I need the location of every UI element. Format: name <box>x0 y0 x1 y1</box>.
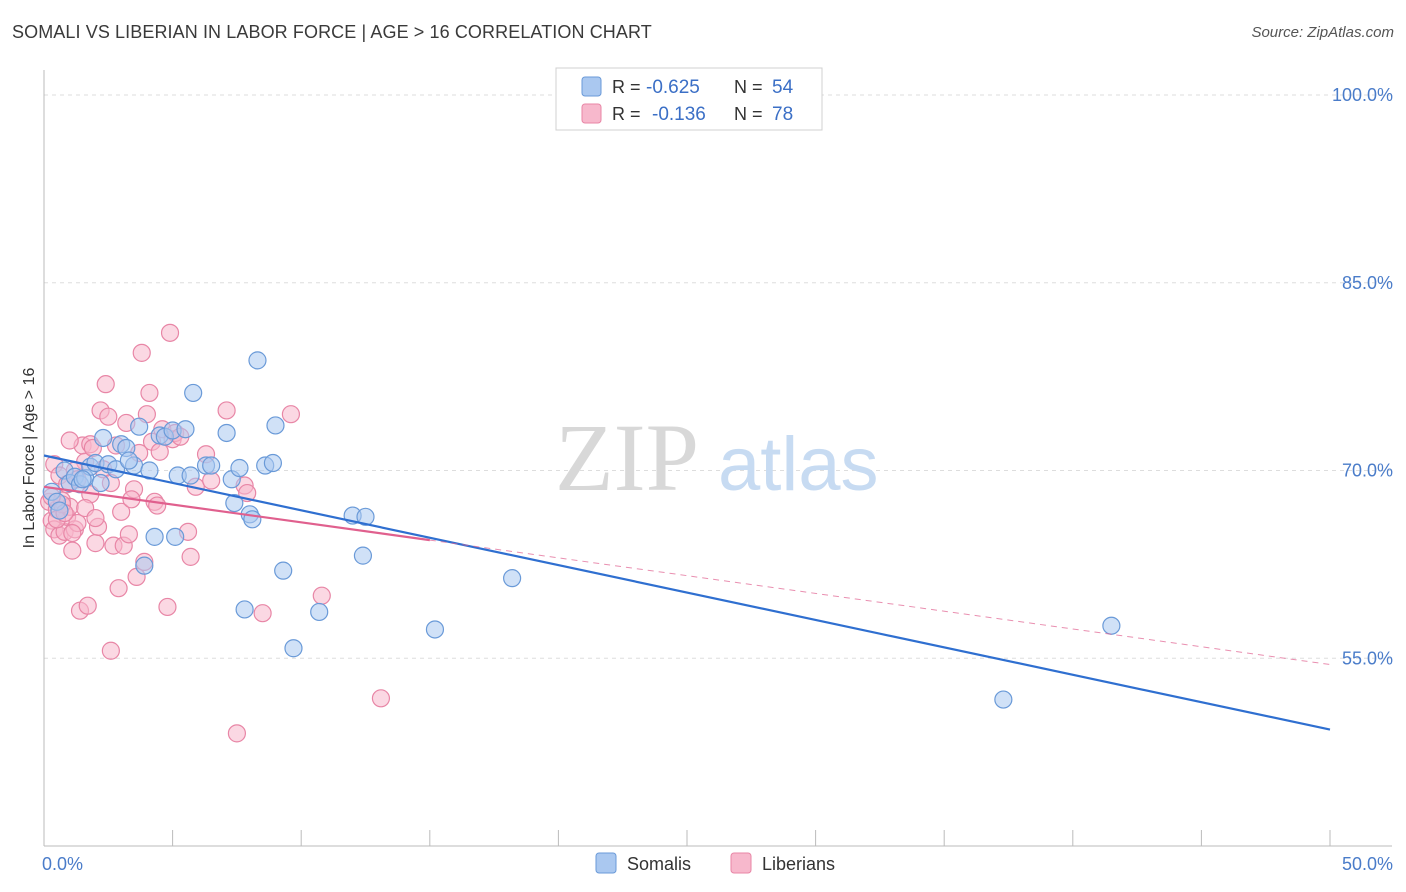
somali-point <box>284 639 303 658</box>
series-legend-swatch-liberians <box>730 852 752 874</box>
liberian-point <box>60 431 79 450</box>
liberian-point <box>158 597 177 617</box>
liberian-point <box>63 523 82 543</box>
legend-n-value-somalis: 54 <box>772 77 794 98</box>
y-tick-label: 100.0% <box>1332 85 1393 105</box>
liberian-trendline-extension <box>429 539 1331 666</box>
watermark: ZIP atlas <box>555 404 879 511</box>
somali-point <box>1102 616 1121 635</box>
liberian-point <box>78 596 97 615</box>
y-tick-label: 70.0% <box>1342 461 1393 481</box>
liberian-trendline <box>43 485 430 542</box>
stats-legend: R = -0.625 N = 54 R = -0.136 N = 78 <box>555 67 823 131</box>
legend-r-value-somalis: -0.625 <box>646 77 700 98</box>
liberian-point <box>253 604 272 623</box>
somali-point <box>73 470 92 489</box>
somali-point <box>243 510 262 529</box>
somali-point <box>230 458 249 478</box>
somali-point <box>356 507 375 526</box>
x-tick-label-max: 50.0% <box>1342 854 1393 874</box>
liberian-point <box>101 641 120 660</box>
legend-r-label-somalis: R = <box>612 77 641 97</box>
somali-point <box>274 561 293 580</box>
x-tick-label-min: 0.0% <box>42 854 83 874</box>
watermark-atlas: atlas <box>718 422 879 507</box>
somali-point <box>91 473 110 493</box>
somali-point <box>181 466 200 485</box>
liberian-point <box>371 689 391 708</box>
axes <box>43 70 1392 847</box>
somali-point <box>248 351 267 370</box>
series-legend-somalis: Somalis <box>627 854 691 874</box>
somali-point <box>119 451 138 470</box>
somali-point <box>310 602 329 622</box>
somali-point <box>217 423 236 443</box>
liberian-point <box>312 586 331 605</box>
somali-point <box>994 690 1013 709</box>
legend-n-label-liberians: N = <box>734 104 763 124</box>
somali-point <box>263 453 283 473</box>
watermark-zip: ZIP <box>555 404 699 511</box>
series-legend-swatch-somalis <box>595 852 617 874</box>
x-tick-labels: 0.0% 50.0% <box>42 854 1393 874</box>
somali-point <box>166 527 185 546</box>
somali-point <box>176 420 195 439</box>
legend-r-label-liberians: R = <box>612 104 641 124</box>
liberian-point <box>86 534 105 553</box>
somali-point <box>50 501 69 520</box>
somali-point <box>202 456 221 475</box>
liberian-point <box>112 502 131 521</box>
liberian-point <box>160 323 180 342</box>
somali-point <box>425 620 445 639</box>
liberian-point <box>109 579 128 598</box>
liberian-points <box>40 323 391 743</box>
somali-point <box>225 493 244 513</box>
liberian-point <box>119 525 138 544</box>
somali-point <box>135 556 154 575</box>
liberian-point <box>217 401 236 420</box>
y-tick-label: 85.0% <box>1342 273 1393 293</box>
somali-points <box>42 351 1121 709</box>
source-label: Source: ZipAtlas.com <box>1251 24 1394 41</box>
trendlines <box>43 454 1331 731</box>
liberian-point <box>181 547 200 566</box>
somali-trendline <box>43 454 1331 731</box>
legend-r-value-liberians: -0.136 <box>652 104 706 125</box>
somali-point <box>353 546 373 565</box>
liberian-point <box>63 541 82 560</box>
legend-n-label-somalis: N = <box>734 77 763 97</box>
legend-swatch-liberians <box>581 103 602 124</box>
liberian-point <box>99 407 118 426</box>
somali-point <box>145 527 164 546</box>
somali-point <box>94 428 113 448</box>
chart-title: SOMALI VS LIBERIAN IN LABOR FORCE | AGE … <box>12 22 652 42</box>
somali-point <box>266 416 285 435</box>
liberian-point <box>227 724 246 743</box>
somali-point <box>235 600 254 619</box>
series-legend-liberians: Liberians <box>762 854 835 874</box>
liberian-point <box>86 508 105 528</box>
somali-point <box>184 383 203 403</box>
liberian-point <box>140 383 159 403</box>
somali-point <box>130 417 149 436</box>
liberian-point <box>281 405 301 424</box>
y-tick-labels: 55.0% 70.0% 85.0% 100.0% <box>1332 85 1393 668</box>
y-tick-label: 55.0% <box>1342 648 1393 668</box>
liberian-point <box>150 442 169 461</box>
grid-lines <box>44 94 1392 659</box>
series-legend: Somalis Liberians <box>595 852 835 874</box>
liberian-point <box>148 496 167 515</box>
legend-swatch-somalis <box>581 76 602 97</box>
liberian-point <box>96 375 115 394</box>
legend-n-value-liberians: 78 <box>772 104 793 125</box>
y-axis-title: In Labor Force | Age > 16 <box>21 368 38 549</box>
somali-point <box>503 569 522 588</box>
liberian-point <box>132 343 151 362</box>
